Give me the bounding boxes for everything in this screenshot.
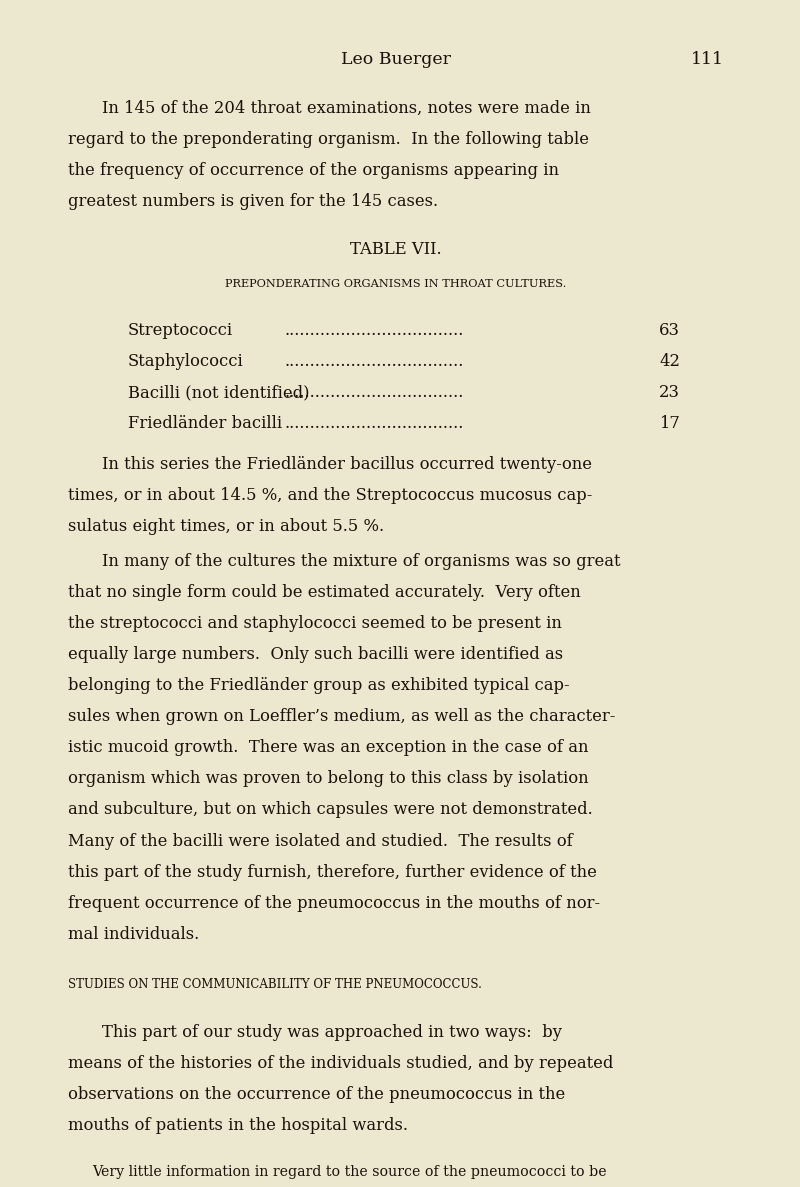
Text: 23: 23 (659, 385, 680, 401)
Text: In many of the cultures the mixture of organisms was so great: In many of the cultures the mixture of o… (102, 553, 620, 570)
Text: times, or in about 14.5 %, and the Streptococcus mucosus cap-: times, or in about 14.5 %, and the Strep… (68, 487, 592, 504)
Text: 42: 42 (659, 353, 680, 370)
Text: Leo Buerger: Leo Buerger (341, 51, 451, 68)
Text: ...................................: ................................... (284, 353, 463, 370)
Text: mouths of patients in the hospital wards.: mouths of patients in the hospital wards… (68, 1117, 408, 1134)
Text: mal individuals.: mal individuals. (68, 926, 199, 942)
Text: 111: 111 (691, 51, 724, 68)
Text: organism which was proven to belong to this class by isolation: organism which was proven to belong to t… (68, 770, 589, 787)
Text: Staphylococci: Staphylococci (128, 353, 244, 370)
Text: sules when grown on Loeffler’s medium, as well as the character-: sules when grown on Loeffler’s medium, a… (68, 709, 615, 725)
Text: Streptococci: Streptococci (128, 322, 233, 339)
Text: the frequency of occurrence of the organisms appearing in: the frequency of occurrence of the organ… (68, 161, 559, 179)
Text: equally large numbers.  Only such bacilli were identified as: equally large numbers. Only such bacilli… (68, 646, 563, 664)
Text: Friedländer bacilli: Friedländer bacilli (128, 415, 282, 432)
Text: This part of our study was approached in two ways:  by: This part of our study was approached in… (102, 1023, 562, 1041)
Text: PREPONDERATING ORGANISMS IN THROAT CULTURES.: PREPONDERATING ORGANISMS IN THROAT CULTU… (226, 279, 566, 288)
Text: and subculture, but on which capsules were not demonstrated.: and subculture, but on which capsules we… (68, 801, 593, 819)
Text: ...................................: ................................... (284, 322, 463, 339)
Text: Many of the bacilli were isolated and studied.  The results of: Many of the bacilli were isolated and st… (68, 832, 573, 850)
Text: ...................................: ................................... (284, 385, 463, 401)
Text: regard to the preponderating organism.  In the following table: regard to the preponderating organism. I… (68, 131, 589, 148)
Text: istic mucoid growth.  There was an exception in the case of an: istic mucoid growth. There was an except… (68, 740, 589, 756)
Text: In 145 of the 204 throat examinations, notes were made in: In 145 of the 204 throat examinations, n… (102, 100, 590, 116)
Text: that no single form could be estimated accurately.  Very often: that no single form could be estimated a… (68, 584, 581, 601)
Text: ...................................: ................................... (284, 415, 463, 432)
Text: Very little information in regard to the source of the pneumococci to be: Very little information in regard to the… (92, 1164, 606, 1179)
Text: 17: 17 (659, 415, 680, 432)
Text: frequent occurrence of the pneumococcus in the mouths of nor-: frequent occurrence of the pneumococcus … (68, 895, 600, 912)
Text: STUDIES ON THE COMMUNICABILITY OF THE PNEUMOCOCCUS.: STUDIES ON THE COMMUNICABILITY OF THE PN… (68, 978, 482, 991)
Text: this part of the study furnish, therefore, further evidence of the: this part of the study furnish, therefor… (68, 864, 597, 881)
Text: belonging to the Friedländer group as exhibited typical cap-: belonging to the Friedländer group as ex… (68, 677, 570, 694)
Text: Bacilli (not identified): Bacilli (not identified) (128, 385, 310, 401)
Text: sulatus eight times, or in about 5.5 %.: sulatus eight times, or in about 5.5 %. (68, 518, 384, 535)
Text: In this series the Friedländer bacillus occurred twenty-one: In this series the Friedländer bacillus … (102, 456, 592, 472)
Text: means of the histories of the individuals studied, and by repeated: means of the histories of the individual… (68, 1055, 614, 1072)
Text: TABLE VII.: TABLE VII. (350, 241, 442, 258)
Text: observations on the occurrence of the pneumococcus in the: observations on the occurrence of the pn… (68, 1086, 566, 1103)
Text: greatest numbers is given for the 145 cases.: greatest numbers is given for the 145 ca… (68, 193, 438, 210)
Text: 63: 63 (659, 322, 680, 339)
Text: the streptococci and staphylococci seemed to be present in: the streptococci and staphylococci seeme… (68, 615, 562, 631)
